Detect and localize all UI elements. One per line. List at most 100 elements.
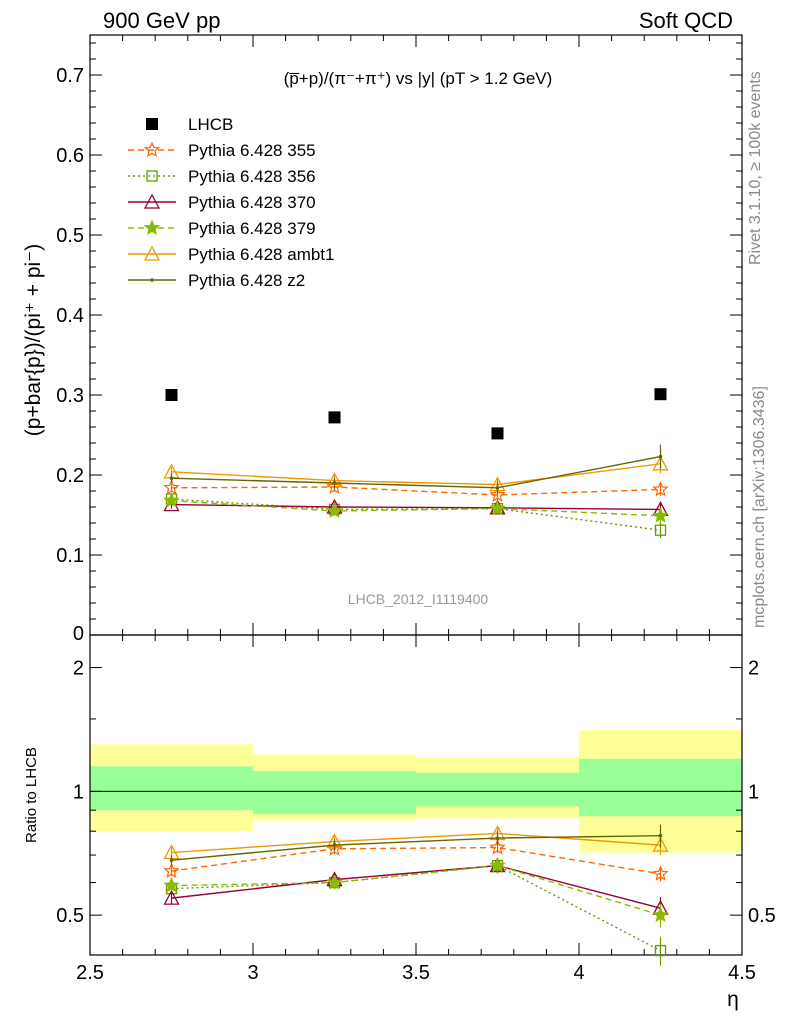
ratio-point: [652, 836, 669, 852]
legend-entry: Pythia 6.428 ambt1: [128, 245, 334, 264]
header-right: Soft QCD: [639, 8, 733, 33]
ratio-point: [654, 944, 667, 957]
data-point: [328, 411, 341, 424]
y-tick-label: 0.7: [56, 65, 84, 87]
legend-marker: [143, 141, 161, 157]
ratio-y-tick-label: 2: [73, 658, 84, 680]
ratio-y-tick-label-right: 0.5: [748, 905, 776, 927]
x-tick-label: 4.5: [728, 962, 756, 984]
x-tick-label: 3: [247, 962, 258, 984]
ratio-series-3: [163, 857, 669, 928]
ratio-point: [326, 874, 343, 890]
ratio-point: [489, 839, 506, 855]
chart-title-text: (p̅+p)/(π⁻+π⁺) vs |y| (pT > 1.2 GeV): [284, 69, 553, 88]
y-axis-label: (p+bar{p})/(pi⁺ + pi⁻): [22, 244, 45, 437]
ratio-line: [171, 864, 661, 916]
legend-entry: Pythia 6.428 379: [128, 219, 316, 238]
watermark: LHCB_2012_I1119400: [348, 591, 489, 607]
ratio-panel: 0.5 0.5 1 1 2 2 2.5 3 3.5 4 4.5 Ratio to LHCB η: [23, 634, 776, 1011]
band-inner-1: [253, 771, 416, 815]
data-point: [163, 492, 180, 508]
legend-marker: [143, 245, 161, 261]
legend-label: Pythia 6.428 ambt1: [188, 245, 334, 264]
chart-title: (p̅+p)/(π⁻+π⁺) vs |y| (pT > 1.2 GeV): [284, 69, 553, 88]
ratio-point: [332, 843, 337, 847]
data-point: [165, 389, 178, 401]
data-point: [652, 455, 669, 471]
ratio-y-tick-label: 1: [73, 781, 84, 803]
ratio-line: [171, 832, 661, 854]
ratio-point: [652, 865, 669, 881]
side-text-mcplots: mcplots.cern.ch [arXiv:1306.3436]: [751, 386, 768, 628]
ratio-series-5: [169, 824, 663, 866]
data-point: [163, 479, 180, 495]
y-tick-label: 0.2: [56, 465, 84, 487]
legend-marker: [146, 118, 158, 130]
x-axis-label: η: [727, 988, 739, 1011]
ratio-line: [171, 835, 661, 861]
ratio-series-2: [163, 857, 669, 920]
series-6: [169, 444, 663, 495]
data-point: [326, 478, 343, 494]
ratio-point: [326, 840, 343, 856]
legend-entry: Pythia 6.428 370: [128, 193, 316, 212]
y-tick-label: 0.6: [56, 145, 84, 167]
data-point: [658, 454, 663, 459]
data-point: [654, 388, 667, 401]
data-point: [491, 427, 504, 440]
legend-label: Pythia 6.428 356: [188, 167, 316, 186]
legend-entry: Pythia 6.428 z2: [128, 271, 305, 290]
ratio-point: [489, 857, 506, 873]
ratio-point: [163, 862, 180, 878]
series-line: [171, 463, 661, 486]
ratio-line: [171, 864, 661, 909]
legend-label: Pythia 6.428 370: [188, 193, 316, 212]
ratio-y-tick-label-right: 1: [748, 781, 759, 803]
main-panel: (p̅+p)/(π⁻+π⁺) vs |y| (pT > 1.2 GeV) LHC…: [22, 34, 743, 645]
ratio-line: [171, 846, 661, 875]
band-inner-0: [90, 766, 253, 811]
ratio-y-axis-label: Ratio to LHCB: [23, 747, 40, 843]
legend-marker: [143, 193, 161, 209]
ratio-point: [658, 833, 663, 838]
data-point: [654, 524, 667, 536]
y-tick-label: 0.3: [56, 385, 84, 407]
series-line: [171, 486, 661, 496]
series-0: [165, 388, 667, 440]
legend-marker: [150, 278, 154, 282]
ratio-point: [169, 858, 174, 863]
ratio-line: [171, 864, 661, 952]
ratio-y-tick-label: 0.5: [56, 905, 84, 927]
x-tick-label: 4: [573, 962, 584, 984]
y-tick-label: 0.4: [56, 305, 84, 327]
data-point: [652, 507, 669, 523]
series-line: [171, 499, 661, 517]
legend-entry: Pythia 6.428 356: [128, 167, 316, 186]
x-tick-label: 3.5: [402, 962, 430, 984]
header-left: 900 GeV pp: [103, 8, 220, 33]
legend-label: Pythia 6.428 355: [188, 141, 316, 160]
ratio-point: [163, 877, 180, 893]
y-tick-label: 0.5: [56, 225, 84, 247]
data-point: [489, 500, 506, 516]
data-point: [652, 480, 669, 497]
legend-entry: Pythia 6.428 355: [128, 141, 316, 160]
data-point: [326, 502, 343, 518]
x-tick-label: 2.5: [76, 962, 104, 984]
legend-label: LHCB: [188, 115, 233, 134]
legend-marker: [146, 170, 158, 182]
ratio-point: [163, 889, 180, 905]
ratio-point: [495, 836, 500, 840]
series-line: [171, 498, 661, 531]
data-point: [332, 481, 337, 485]
data-point: [489, 486, 506, 502]
band-inner-2: [416, 772, 579, 807]
series-line: [171, 455, 661, 489]
legend-label: Pythia 6.428 379: [188, 219, 316, 238]
side-text-rivet: Rivet 3.1.10, ≥ 100k events: [747, 71, 764, 265]
y-tick-label-zero: 0: [73, 623, 84, 645]
series-1: [163, 478, 669, 502]
band-inner-3: [579, 758, 742, 817]
y-tick-label: 0.1: [56, 545, 84, 567]
